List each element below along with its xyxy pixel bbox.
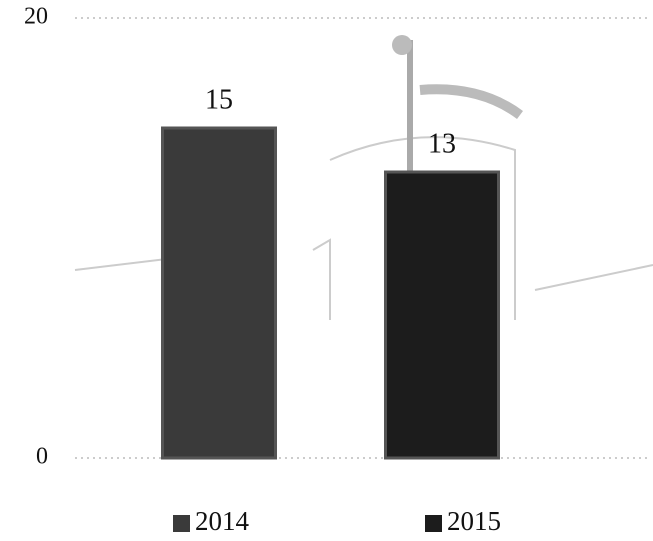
- bar: [161, 126, 277, 460]
- data-label: 13: [428, 128, 456, 159]
- legend-label: 2014: [195, 506, 250, 536]
- bar: [384, 170, 500, 460]
- y-tick-label: 0: [36, 444, 48, 470]
- y-tick-label: 20: [24, 4, 48, 30]
- data-label: 15: [205, 84, 233, 115]
- legend-label: 2015: [447, 506, 501, 536]
- legend-swatch: [173, 515, 190, 532]
- legend-swatch: [425, 515, 442, 532]
